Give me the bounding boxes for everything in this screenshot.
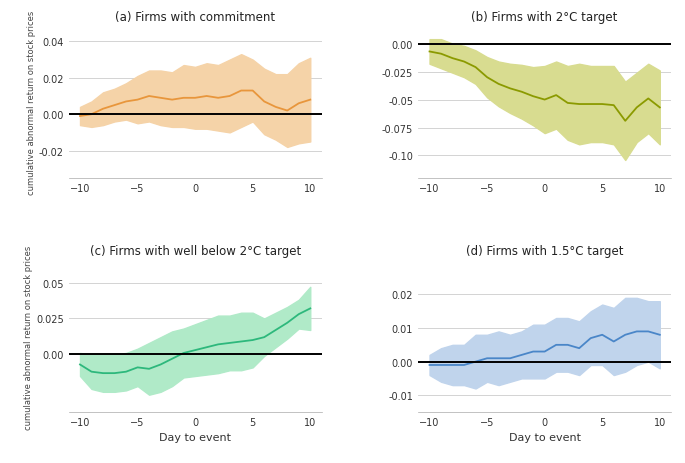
Y-axis label: cumulative abnormal return on stock prices: cumulative abnormal return on stock pric… bbox=[24, 245, 33, 429]
Title: (c) Firms with well below 2°C target: (c) Firms with well below 2°C target bbox=[90, 244, 301, 257]
X-axis label: Day to event: Day to event bbox=[159, 432, 231, 443]
X-axis label: Day to event: Day to event bbox=[509, 432, 581, 443]
Title: (a) Firms with commitment: (a) Firms with commitment bbox=[115, 11, 275, 24]
Title: (b) Firms with 2°C target: (b) Firms with 2°C target bbox=[471, 11, 618, 24]
Title: (d) Firms with 1.5°C target: (d) Firms with 1.5°C target bbox=[466, 244, 623, 257]
Y-axis label: cumulative abnormal return on stock prices: cumulative abnormal return on stock pric… bbox=[27, 11, 36, 195]
